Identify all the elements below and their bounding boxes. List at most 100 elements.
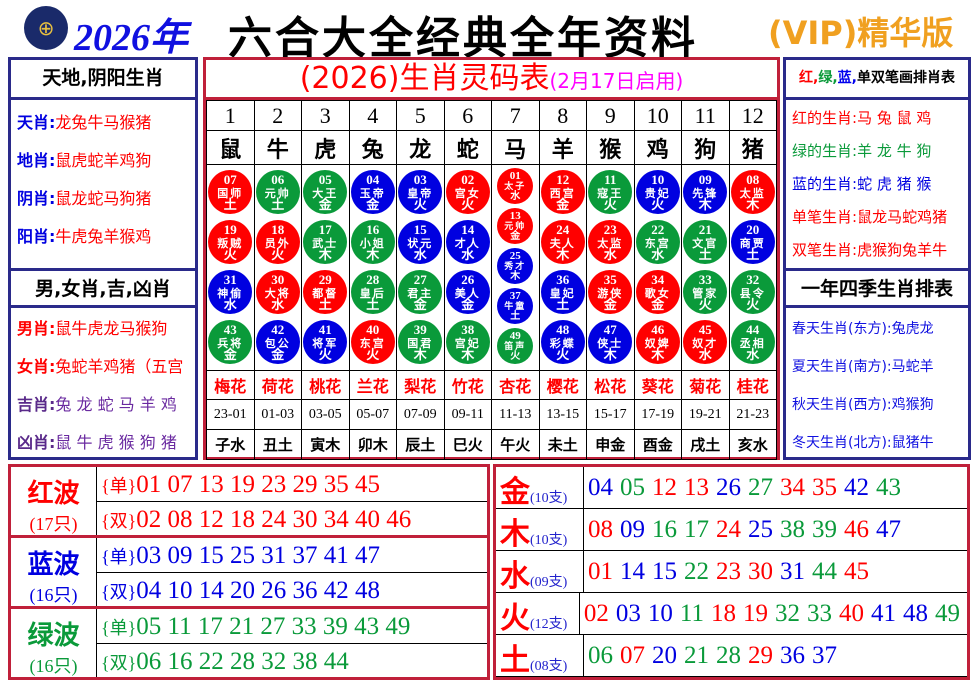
double-numbers: 02 08 12 18 24 30 34 40 46 xyxy=(136,506,412,533)
flower-cell: 梨花 xyxy=(396,370,445,400)
ball-element: 水 xyxy=(603,248,617,263)
number-ball: 16 小姐木 xyxy=(350,220,395,264)
ball-number: 15 xyxy=(413,222,427,237)
number-ball: 05 大王金 xyxy=(303,170,348,214)
ball-element: 木 xyxy=(746,198,760,213)
element-number: 21 xyxy=(684,642,709,669)
nannv-heading: 男,女肖,吉,凶肖 xyxy=(11,268,195,308)
idx-cell: 5 xyxy=(396,100,445,131)
branch-cell: 亥水 xyxy=(728,429,777,460)
list-item: 红的生肖:马 兔 鼠 鸡 xyxy=(786,102,968,135)
wave-name: 绿波 xyxy=(27,621,80,651)
ball-element: 土 xyxy=(556,298,570,313)
ball-number: 26 xyxy=(461,272,475,287)
element-number: 34 xyxy=(780,474,805,501)
ball-number: 12 xyxy=(556,172,570,187)
ball-number: 02 xyxy=(461,172,475,187)
zodiac-cell: 鼠 xyxy=(206,130,255,165)
ball-title: 美人 xyxy=(454,287,481,300)
ball-element: 土 xyxy=(366,298,380,313)
zodiac-cell: 虎 xyxy=(301,130,350,165)
number-ball: 09 先锋木 xyxy=(683,170,728,214)
ball-number: 45 xyxy=(698,322,712,337)
element-number: 16 xyxy=(652,516,677,543)
number-ball: 10 贵妃火 xyxy=(635,170,680,214)
item-key: 天肖: xyxy=(17,113,56,132)
ball-number: 24 xyxy=(556,222,570,237)
ball-title: 牛童 xyxy=(504,302,527,312)
single-tag: {单} xyxy=(101,476,137,496)
list-item: 男肖:鼠牛虎龙马猴狗 xyxy=(11,310,195,348)
ball-title: 管家 xyxy=(692,287,719,300)
element-number: 35 xyxy=(812,474,837,501)
ball-title: 秀才 xyxy=(504,262,527,272)
element-count: (08支) xyxy=(530,659,568,674)
table-title-main: (2026)生肖灵码表 xyxy=(299,61,550,96)
time-cell: 03-05 xyxy=(301,399,350,430)
element-name: 土 xyxy=(500,643,530,678)
ball-number: 48 xyxy=(556,322,570,337)
element-number: 28 xyxy=(716,642,741,669)
ball-title: 元帅 xyxy=(504,222,527,232)
ball-element: 水 xyxy=(651,248,665,263)
item-key: 凶肖: xyxy=(17,433,56,452)
element-number: 13 xyxy=(684,474,709,501)
element-numbers: 01 14 15 22 23 30 31 44 45 xyxy=(584,551,876,592)
element-name: 火 xyxy=(500,601,530,636)
wave-single-line: {单}05 11 17 21 27 33 39 43 49 xyxy=(97,609,487,644)
branch-cell: 子水 xyxy=(206,429,255,460)
ball-title: 小姐 xyxy=(359,237,386,250)
ball-title: 彩蝶 xyxy=(549,337,576,350)
element-number: 26 xyxy=(716,474,741,501)
idx-cell: 4 xyxy=(348,100,397,131)
number-ball: 12 西宫金 xyxy=(540,170,585,214)
ball-element: 水 xyxy=(223,298,237,313)
element-number: 33 xyxy=(807,600,832,627)
item-key: 阴肖: xyxy=(17,189,56,208)
h-green: 绿, xyxy=(818,70,838,86)
number-ball: 37 牛童土 xyxy=(497,288,534,324)
number-ball: 27 君主金 xyxy=(398,270,443,314)
list-item: 天肖:龙兔牛马猴猪 xyxy=(11,104,195,142)
element-number: 46 xyxy=(844,516,869,543)
item-key: 吉肖: xyxy=(17,395,56,414)
wave-single-line: {单}01 07 13 19 23 29 35 45 xyxy=(97,467,487,502)
number-ball: 38 宫妃木 xyxy=(445,320,490,364)
item-key: 秋天生肖(西方): xyxy=(792,397,892,413)
element-row: 金(10支) 04 05 12 13 26 27 34 35 42 43 xyxy=(496,467,967,510)
hkjc-logo-icon: ⊕ xyxy=(24,6,68,50)
flower-cell: 桂花 xyxy=(728,370,777,400)
time-cell: 07-09 xyxy=(396,399,445,430)
item-value: 鼠虎蛇羊鸡狗 xyxy=(55,151,152,170)
number-ball: 15 状元水 xyxy=(398,220,443,264)
ball-element: 木 xyxy=(698,198,712,213)
list-item: 阳肖:牛虎兔羊猴鸡 xyxy=(11,218,195,256)
time-cell: 13-15 xyxy=(538,399,587,430)
ball-number: 36 xyxy=(556,272,570,287)
wave-numbers: {单}03 09 15 25 31 37 41 47 {双}04 10 14 20… xyxy=(97,538,487,606)
ball-title: 兵将 xyxy=(217,337,244,350)
ball-number: 49 xyxy=(509,330,521,342)
item-key: 红的生肖: xyxy=(792,109,858,127)
ball-number: 32 xyxy=(746,272,760,287)
wave-double-line: {双}02 08 12 18 24 30 34 40 46 xyxy=(97,502,487,537)
ball-element: 水 xyxy=(698,348,712,363)
ball-element: 水 xyxy=(413,248,427,263)
item-key: 夏天生肖(南方): xyxy=(792,359,892,375)
ball-number: 34 xyxy=(651,272,665,287)
ball-number: 43 xyxy=(223,322,237,337)
ball-element: 火 xyxy=(510,351,521,362)
number-ball: 35 游侠金 xyxy=(588,270,633,314)
color-heading: 红,绿,蓝,单双笔画排肖表 xyxy=(786,60,968,100)
item-value: 虎猴狗兔羊牛 xyxy=(857,241,948,259)
zodiac-cell: 狗 xyxy=(681,130,730,165)
ball-title: 游侠 xyxy=(597,287,624,300)
h-red: 红, xyxy=(799,70,819,86)
number-ball: 21 文官土 xyxy=(683,220,728,264)
item-value: 兔 龙 蛇 马 羊 鸡 xyxy=(55,395,177,414)
element-number: 37 xyxy=(812,642,837,669)
idx-cell: 1 xyxy=(206,100,255,131)
ball-element: 火 xyxy=(223,248,237,263)
number-ball: 30 大将水 xyxy=(255,270,300,314)
flower-cell: 荷花 xyxy=(253,370,302,400)
